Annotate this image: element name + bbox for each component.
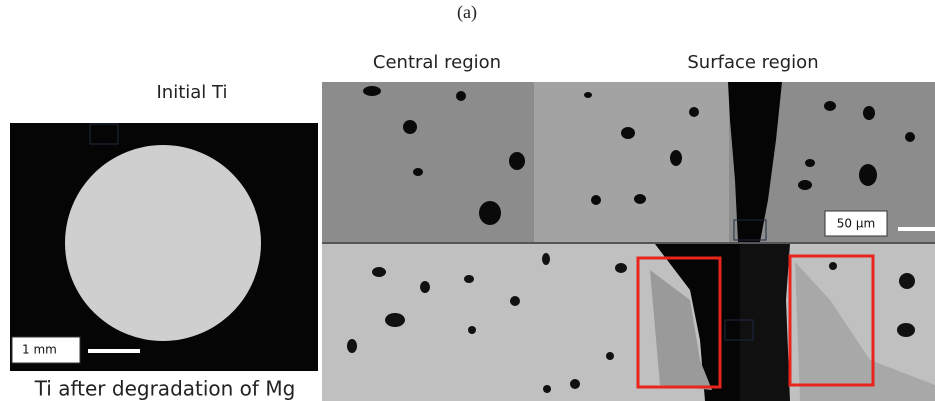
body: (a) Central region Surface region Initia… [0,0,935,401]
scale-label: 50 µm [837,217,875,231]
micrograph-region [534,82,729,242]
scale-bar [88,349,140,353]
column-title: Surface region [687,52,818,73]
scale-label: 1 mm [22,343,57,357]
scale-bar [898,227,935,231]
panel-label: (a) [457,2,477,23]
crack [740,244,790,401]
caption: Ti after degradation of Mg [34,377,296,401]
figure: (a) Central region Surface region Initia… [0,0,935,401]
column-title: Central region [373,52,501,73]
page: Figure {"panel_label": "(a)", "column_ti… [0,0,935,401]
sample-disc [65,145,261,341]
left-title: Initial Ti [157,82,228,103]
